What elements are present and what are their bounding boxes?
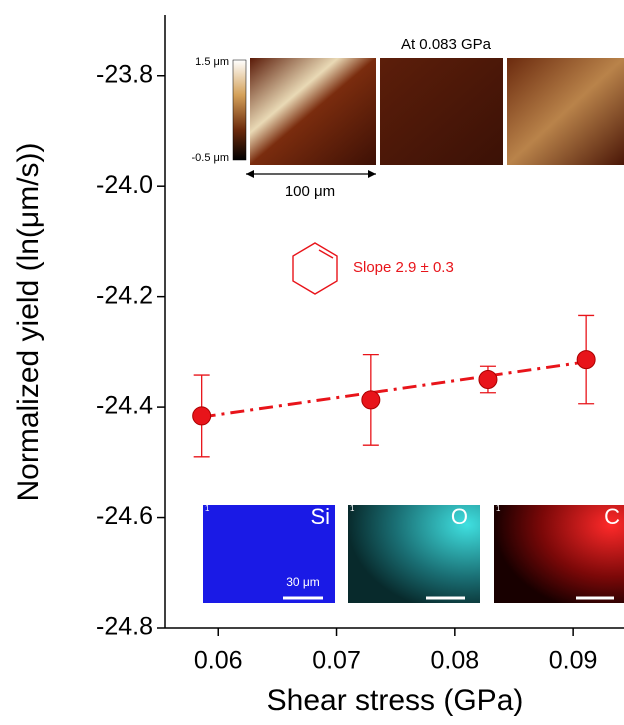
- afm-scale-bottom: -0.5 μm: [191, 152, 229, 164]
- eds-label: O: [451, 504, 468, 529]
- x-axis-title: Shear stress (GPa): [267, 684, 524, 717]
- eds-map: [494, 505, 624, 603]
- y-tick-label: -24.0: [96, 171, 153, 199]
- y-tick-label: -24.4: [96, 392, 153, 420]
- afm-image: [250, 58, 376, 165]
- y-axis-title: Normalized yield (ln(μm/s)): [12, 142, 45, 501]
- eds-corner: 1: [350, 504, 355, 513]
- y-tick-label: -24.6: [96, 502, 153, 530]
- x-tick-label: 0.06: [194, 647, 243, 675]
- molecule-icon: [292, 242, 338, 295]
- eds-map: [203, 505, 335, 603]
- axes: [164, 15, 624, 629]
- data-point: [361, 390, 381, 410]
- eds-scalebar-label: 30 μm: [286, 575, 320, 589]
- y-tick-label: -23.8: [96, 60, 153, 88]
- eds-corner: 1: [205, 504, 210, 513]
- afm-title: At 0.083 GPa: [401, 36, 492, 53]
- y-tick-label: -24.2: [96, 281, 153, 309]
- afm-image: [507, 58, 624, 165]
- eds-corner: 1: [496, 504, 501, 513]
- x-tick-label: 0.08: [430, 647, 479, 675]
- fit-line: [201, 360, 587, 419]
- y-tick-label: -24.8: [96, 613, 153, 641]
- slope-label: Slope 2.9 ± 0.3: [353, 259, 454, 276]
- data-point: [478, 369, 498, 389]
- afm-scale-top: 1.5 μm: [195, 56, 229, 68]
- eds-label: C: [604, 504, 620, 529]
- afm-colorbar: [232, 59, 247, 161]
- afm-inset: At 0.083 GPa 1.5 μm -0.5 μm 100 μm: [191, 36, 624, 200]
- afm-scalebar-label: 100 μm: [285, 183, 335, 200]
- eds-maps: Si O C 1 1 1 30 μm: [203, 504, 624, 603]
- x-tick-label: 0.09: [549, 647, 598, 675]
- data-point: [576, 350, 596, 370]
- eds-label: Si: [310, 504, 330, 529]
- data-point: [192, 406, 212, 426]
- eds-map: [348, 505, 480, 603]
- afm-image: [380, 58, 503, 165]
- x-tick-label: 0.07: [312, 647, 361, 675]
